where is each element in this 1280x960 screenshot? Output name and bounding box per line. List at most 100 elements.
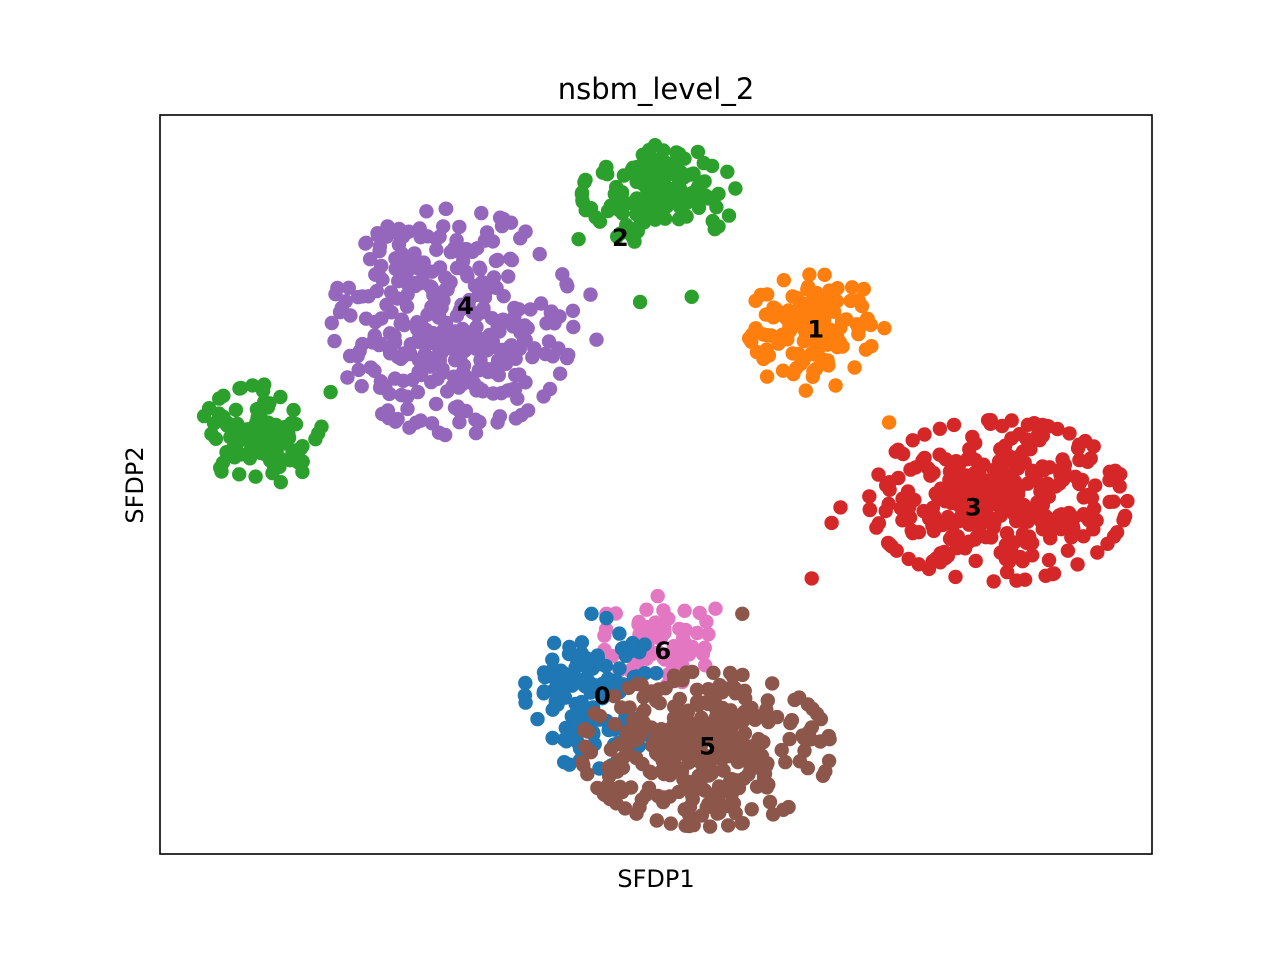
data-point bbox=[1120, 493, 1135, 509]
data-point bbox=[818, 764, 833, 779]
data-point bbox=[968, 452, 983, 468]
data-point bbox=[589, 332, 604, 347]
data-point bbox=[685, 792, 700, 807]
data-point bbox=[926, 508, 942, 524]
data-point bbox=[821, 728, 836, 744]
data-point bbox=[229, 428, 244, 444]
data-point bbox=[656, 143, 671, 158]
data-point bbox=[844, 280, 860, 295]
data-point bbox=[341, 280, 356, 295]
data-point bbox=[804, 571, 819, 586]
data-point bbox=[765, 807, 781, 822]
data-point bbox=[494, 315, 510, 330]
data-point bbox=[724, 787, 739, 802]
data-point bbox=[508, 367, 523, 383]
data-point bbox=[694, 808, 709, 823]
data-point bbox=[768, 301, 784, 317]
data-point bbox=[541, 334, 557, 349]
data-point bbox=[212, 391, 227, 406]
data-point bbox=[752, 752, 768, 767]
data-point bbox=[728, 805, 743, 821]
data-point bbox=[785, 289, 800, 304]
data-point bbox=[718, 711, 733, 726]
data-point bbox=[248, 469, 263, 484]
data-point bbox=[926, 465, 941, 481]
data-point bbox=[721, 818, 736, 833]
data-point bbox=[932, 447, 947, 462]
data-point bbox=[580, 676, 596, 692]
data-point bbox=[871, 516, 887, 531]
data-point bbox=[560, 279, 575, 294]
data-point bbox=[759, 369, 775, 384]
data-point bbox=[480, 343, 495, 358]
data-point bbox=[545, 730, 560, 746]
data-point bbox=[737, 726, 753, 741]
data-point bbox=[361, 289, 376, 304]
data-point bbox=[414, 367, 429, 383]
data-point bbox=[474, 205, 489, 221]
data-point bbox=[672, 727, 687, 742]
data-point bbox=[945, 516, 961, 531]
data-point bbox=[711, 793, 726, 808]
data-point bbox=[612, 626, 627, 641]
data-point bbox=[424, 264, 440, 279]
data-point bbox=[667, 673, 682, 689]
data-point bbox=[689, 682, 705, 697]
data-point bbox=[733, 748, 748, 763]
data-point bbox=[762, 794, 778, 810]
data-point bbox=[994, 462, 1009, 477]
data-point bbox=[862, 502, 877, 517]
cluster-4-points bbox=[324, 201, 604, 443]
data-point bbox=[394, 387, 409, 403]
data-point bbox=[798, 383, 813, 398]
data-point bbox=[402, 346, 417, 362]
data-point bbox=[419, 204, 434, 219]
data-point bbox=[477, 233, 493, 248]
data-point bbox=[501, 269, 516, 284]
data-point bbox=[658, 211, 673, 226]
data-point bbox=[690, 625, 705, 641]
data-point bbox=[424, 416, 440, 431]
data-point bbox=[607, 717, 623, 732]
data-point bbox=[1074, 472, 1090, 488]
data-point bbox=[707, 221, 722, 237]
data-point bbox=[594, 676, 610, 692]
data-point bbox=[574, 646, 589, 661]
data-point bbox=[745, 327, 760, 342]
data-point bbox=[824, 515, 839, 531]
data-point bbox=[607, 689, 622, 704]
data-point bbox=[711, 779, 727, 794]
data-point bbox=[813, 711, 829, 727]
data-point bbox=[495, 342, 510, 358]
data-point bbox=[1004, 450, 1019, 465]
data-point bbox=[455, 253, 471, 269]
data-point bbox=[660, 724, 675, 740]
data-point bbox=[617, 197, 632, 213]
data-point bbox=[830, 339, 845, 355]
data-point bbox=[324, 315, 339, 331]
data-point bbox=[474, 383, 490, 398]
data-point bbox=[400, 401, 415, 417]
data-point bbox=[514, 407, 529, 423]
data-point bbox=[622, 700, 637, 715]
data-point bbox=[332, 305, 348, 320]
data-point bbox=[902, 500, 917, 515]
data-point bbox=[350, 289, 366, 305]
data-point bbox=[948, 569, 963, 585]
data-point bbox=[412, 221, 427, 236]
data-point bbox=[612, 661, 627, 676]
data-point bbox=[1106, 494, 1121, 509]
data-point bbox=[929, 551, 944, 566]
data-point bbox=[891, 470, 906, 486]
data-point bbox=[472, 414, 487, 430]
data-point bbox=[692, 605, 707, 621]
data-point bbox=[566, 319, 581, 335]
data-point bbox=[879, 478, 894, 493]
data-point bbox=[390, 411, 405, 427]
data-point bbox=[690, 144, 706, 160]
data-point bbox=[1015, 554, 1030, 569]
data-point bbox=[736, 771, 752, 786]
data-point bbox=[575, 754, 590, 770]
data-point bbox=[672, 181, 688, 196]
data-point bbox=[663, 816, 678, 831]
